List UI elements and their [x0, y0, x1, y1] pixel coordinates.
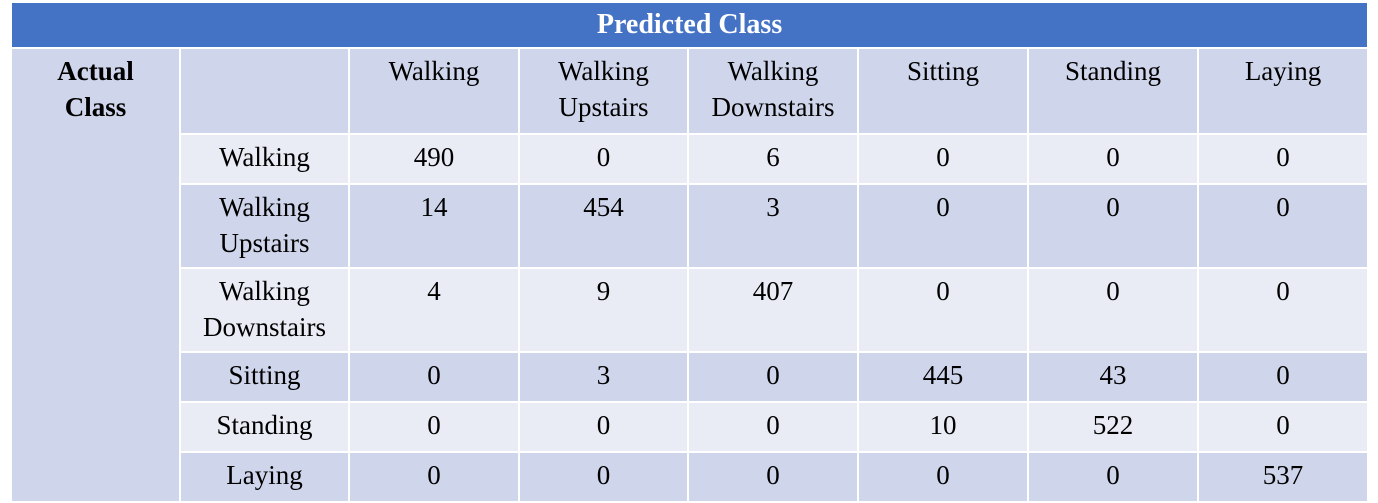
matrix-cell: 0 [1027, 451, 1199, 503]
matrix-cell: 0 [687, 401, 859, 453]
corner-cell [179, 47, 350, 135]
matrix-cell: 43 [1027, 351, 1199, 403]
column-header-walking-downstairs: Walking Downstairs [687, 47, 859, 135]
matrix-cell: 0 [1027, 133, 1199, 185]
matrix-cell: 522 [1027, 401, 1199, 453]
matrix-cell: 0 [1027, 183, 1199, 269]
row-label-walking: Walking [179, 133, 350, 185]
actual-class-label: Actual Class [10, 47, 181, 503]
row-label-standing: Standing [179, 401, 350, 453]
matrix-cell: 0 [1027, 267, 1199, 353]
matrix-cell: 0 [1196, 133, 1370, 185]
matrix-cell: 9 [518, 267, 689, 353]
matrix-cell: 0 [348, 451, 520, 503]
matrix-cell: 0 [1196, 267, 1370, 353]
matrix-cell: 0 [857, 451, 1029, 503]
matrix-cell: 0 [1196, 183, 1370, 269]
predicted-class-title: Predicted Class [596, 9, 783, 40]
matrix-cell: 4 [348, 267, 520, 353]
column-header-walking: Walking [348, 47, 520, 135]
matrix-cell: 537 [1196, 451, 1370, 503]
predicted-class-header: Predicted Class [9, 1, 1370, 49]
column-header-sitting: Sitting [857, 47, 1029, 135]
matrix-cell: 0 [687, 451, 859, 503]
matrix-cell: 0 [857, 267, 1029, 353]
matrix-cell: 0 [518, 133, 689, 185]
row-label-walking-downstairs: Walking Downstairs [179, 267, 350, 353]
table-row: Walking 490 0 6 0 0 0 [11, 133, 1370, 185]
column-header-standing: Standing [1027, 47, 1199, 135]
matrix-cell: 0 [1196, 351, 1370, 403]
row-label-walking-upstairs: Walking Upstairs [179, 183, 350, 269]
matrix-cell: 3 [518, 351, 689, 403]
table-row: Standing 0 0 0 10 522 0 [11, 401, 1370, 453]
confusion-matrix-table: Predicted Class Actual Class Walking Walk… [9, 1, 1370, 503]
matrix-cell: 0 [518, 401, 689, 453]
matrix-cell: 0 [348, 351, 520, 403]
column-header-laying: Laying [1196, 47, 1370, 135]
matrix-cell: 445 [857, 351, 1029, 403]
matrix-cell: 0 [518, 451, 689, 503]
matrix-cell: 10 [857, 401, 1029, 453]
matrix-cell: 14 [348, 183, 520, 269]
matrix-cell: 0 [857, 133, 1029, 185]
column-header-walking-upstairs: Walking Upstairs [518, 47, 689, 135]
matrix-cell: 3 [687, 183, 859, 269]
table-row: Walking Upstairs 14 454 3 0 0 0 [11, 183, 1370, 269]
table-row: Laying 0 0 0 0 0 537 [11, 451, 1370, 503]
matrix-cell: 0 [687, 351, 859, 403]
matrix-cell: 6 [687, 133, 859, 185]
row-label-sitting: Sitting [179, 351, 350, 403]
table-row: Sitting 0 3 0 445 43 0 [11, 351, 1370, 403]
matrix-cell: 0 [348, 401, 520, 453]
matrix-cell: 454 [518, 183, 689, 269]
matrix-cell: 407 [687, 267, 859, 353]
table-row: Walking Downstairs 4 9 407 0 0 0 [11, 267, 1370, 353]
row-label-laying: Laying [179, 451, 350, 503]
matrix-cell: 0 [1196, 401, 1370, 453]
matrix-cell: 490 [348, 133, 520, 185]
matrix-cell: 0 [857, 183, 1029, 269]
